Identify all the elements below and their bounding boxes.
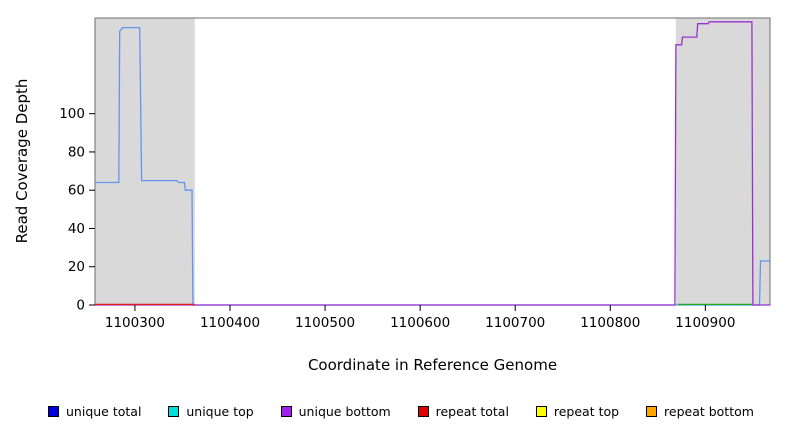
y-tick-label: 40 <box>68 221 85 237</box>
legend-label: repeat total <box>435 403 509 419</box>
x-tick-label: 1100700 <box>485 315 545 331</box>
legend-swatch <box>417 405 429 417</box>
legend-item-unique-top: unique top <box>168 403 254 419</box>
x-axis-title: Coordinate in Reference Genome <box>307 356 558 374</box>
legend-label: unique top <box>186 403 254 419</box>
x-tick-label: 1100400 <box>200 315 260 331</box>
legend-label: repeat top <box>553 403 620 419</box>
shaded-region <box>675 18 770 305</box>
plot-canvas: 1100300 1100400 1100500 1100600 1100700 11008… <box>59 17 771 331</box>
legend-label: unique total <box>66 403 142 419</box>
x-tick-label: 1100300 <box>105 315 165 331</box>
legend-label: repeat bottom <box>664 403 754 419</box>
y-tick-label: 80 <box>68 144 85 160</box>
legend-swatch <box>280 405 292 417</box>
y-tick-label: 100 <box>59 106 85 122</box>
series-line-unique-bottom <box>95 21 770 306</box>
legend-item-repeat-top: repeat top <box>535 403 620 419</box>
x-tick-label: 1100800 <box>580 315 640 331</box>
plot-background <box>95 18 770 305</box>
legend-item-unique-total: unique total <box>48 404 141 419</box>
y-axis-title: Read Coverage Depth <box>13 78 31 244</box>
legend-item-repeat-total: repeat total <box>417 403 509 419</box>
x-tick-label: 1100600 <box>390 315 450 331</box>
x-tick-label: 1100500 <box>295 315 355 331</box>
legend: unique total unique top unique bottom repea… <box>48 402 754 420</box>
legend-swatch <box>646 405 658 417</box>
y-tick-label: 60 <box>68 183 85 199</box>
legend-item-unique-bottom: unique bottom <box>280 403 391 419</box>
legend-item-repeat-bottom: repeat bottom <box>646 404 754 419</box>
legend-swatch <box>48 405 59 417</box>
legend-swatch <box>168 405 180 417</box>
y-tick-label: 20 <box>68 259 85 275</box>
y-tick-label: 0 <box>76 298 85 314</box>
legend-label: unique bottom <box>298 403 391 419</box>
legend-swatch <box>535 405 547 417</box>
shaded-region <box>95 18 195 305</box>
x-tick-label: 1100900 <box>675 315 735 331</box>
